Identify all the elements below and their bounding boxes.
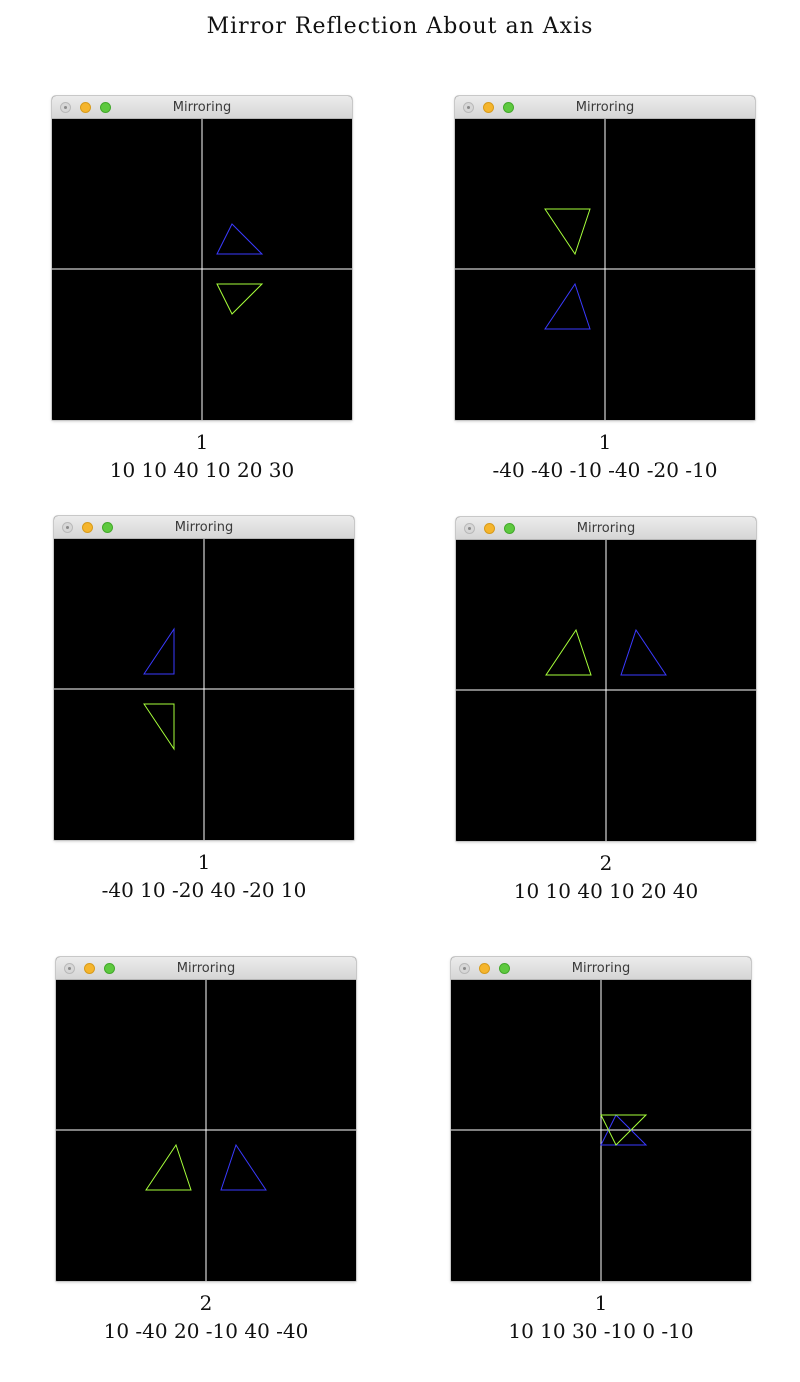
maximize-icon[interactable] — [499, 963, 510, 974]
drawing-canvas — [56, 980, 356, 1281]
minimize-icon[interactable] — [84, 963, 95, 974]
window-titlebar[interactable]: Mirroring — [56, 957, 356, 980]
minimize-icon[interactable] — [80, 102, 91, 113]
close-icon[interactable] — [62, 522, 73, 533]
minimize-icon[interactable] — [82, 522, 93, 533]
mirrored-triangle — [216, 283, 264, 315]
original-triangle — [216, 223, 264, 255]
close-icon[interactable] — [463, 102, 474, 113]
triangle-coords: -40 -40 -10 -40 -20 -10 — [492, 458, 718, 482]
close-icon[interactable] — [459, 963, 470, 974]
window-titlebar[interactable]: Mirroring — [455, 96, 755, 119]
window-titlebar[interactable]: Mirroring — [54, 516, 354, 539]
window-title: Mirroring — [575, 100, 635, 115]
mirroring-window[interactable]: Mirroring — [455, 96, 755, 420]
mirroring-window[interactable]: Mirroring — [451, 957, 751, 1281]
window-title: Mirroring — [571, 961, 631, 976]
mirroring-window[interactable]: Mirroring — [56, 957, 356, 1281]
canvas-svg — [455, 119, 755, 420]
window-title: Mirroring — [174, 520, 234, 535]
drawing-canvas — [456, 540, 756, 841]
original-triangle — [544, 282, 591, 330]
triangle-coords: 10 10 40 10 20 40 — [513, 879, 699, 903]
page-title: Mirror Reflection About an Axis — [206, 14, 594, 39]
axis-choice: 2 — [599, 851, 613, 875]
panel-1: Mirroring 1 10 10 40 10 20 30 — [52, 96, 352, 482]
triangle-coords: -40 10 -20 40 -20 10 — [101, 878, 307, 902]
mirrored-triangle — [545, 628, 592, 676]
mirrored-triangle — [145, 1143, 192, 1191]
drawing-canvas — [54, 539, 354, 840]
panel-2: Mirroring 1 -40 -40 -10 -40 -20 -10 — [455, 96, 755, 482]
mirroring-window[interactable]: Mirroring — [52, 96, 352, 420]
original-triangle — [620, 628, 667, 676]
canvas-svg — [451, 980, 751, 1281]
drawing-canvas — [455, 119, 755, 420]
panel-3: Mirroring 1 -40 10 -20 40 -20 10 — [54, 516, 354, 902]
triangle-coords: 10 10 30 -10 0 -10 — [508, 1319, 694, 1343]
canvas-svg — [456, 540, 756, 841]
canvas-svg — [56, 980, 356, 1281]
window-title: Mirroring — [176, 961, 236, 976]
window-titlebar[interactable]: Mirroring — [52, 96, 352, 119]
minimize-icon[interactable] — [483, 102, 494, 113]
drawing-canvas — [451, 980, 751, 1281]
mirroring-window[interactable]: Mirroring — [456, 517, 756, 841]
maximize-icon[interactable] — [504, 523, 515, 534]
window-titlebar[interactable]: Mirroring — [451, 957, 751, 980]
panel-5: Mirroring 2 10 -40 20 -10 40 -40 — [56, 957, 356, 1343]
panel-4: Mirroring 2 10 10 40 10 20 40 — [456, 517, 756, 903]
window-title: Mirroring — [172, 100, 232, 115]
canvas-svg — [54, 539, 354, 840]
maximize-icon[interactable] — [104, 963, 115, 974]
axis-choice: 2 — [199, 1291, 213, 1315]
maximize-icon[interactable] — [100, 102, 111, 113]
mirrored-triangle — [143, 703, 175, 751]
original-triangle — [220, 1143, 267, 1191]
maximize-icon[interactable] — [102, 522, 113, 533]
triangle-coords: 10 -40 20 -10 40 -40 — [103, 1319, 309, 1343]
mirrored-triangle — [544, 208, 591, 256]
axis-choice: 1 — [195, 430, 209, 454]
maximize-icon[interactable] — [503, 102, 514, 113]
axis-choice: 1 — [594, 1291, 608, 1315]
minimize-icon[interactable] — [479, 963, 490, 974]
close-icon[interactable] — [64, 963, 75, 974]
close-icon[interactable] — [464, 523, 475, 534]
triangle-coords: 10 10 40 10 20 30 — [109, 458, 295, 482]
drawing-canvas — [52, 119, 352, 420]
mirrored-triangle — [600, 1114, 648, 1146]
axis-choice: 1 — [197, 850, 211, 874]
mirroring-window[interactable]: Mirroring — [54, 516, 354, 840]
window-title: Mirroring — [576, 521, 636, 536]
close-icon[interactable] — [60, 102, 71, 113]
window-titlebar[interactable]: Mirroring — [456, 517, 756, 540]
original-triangle — [143, 627, 175, 675]
minimize-icon[interactable] — [484, 523, 495, 534]
canvas-svg — [52, 119, 352, 420]
axis-choice: 1 — [598, 430, 612, 454]
panel-6: Mirroring 1 10 10 30 -10 0 -10 — [451, 957, 751, 1343]
